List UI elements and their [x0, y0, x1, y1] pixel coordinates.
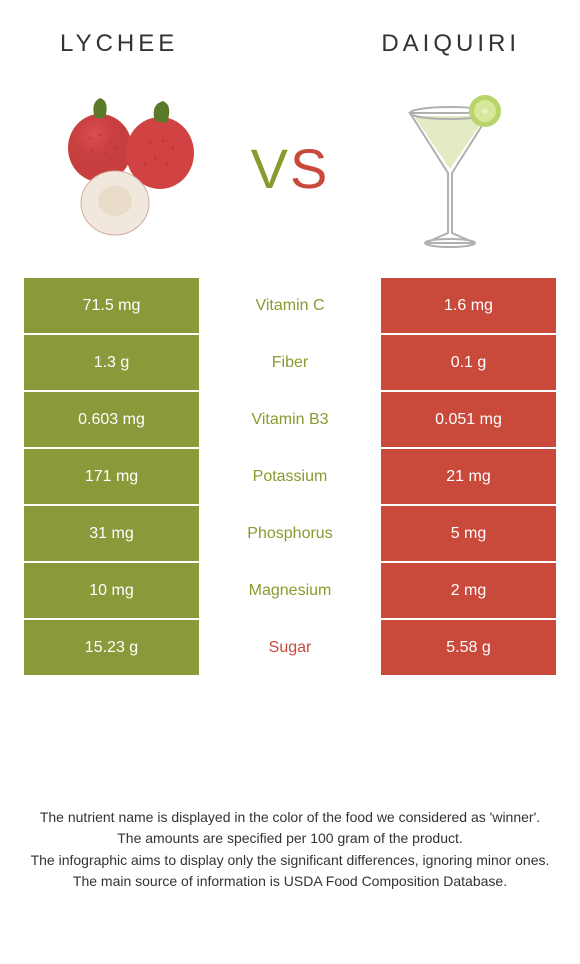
footer-line: The amounts are specified per 100 gram o…: [20, 829, 560, 849]
left-value-cell: 15.23 g: [24, 620, 199, 675]
left-value-cell: 0.603 mg: [24, 392, 199, 447]
nutrient-label-cell: Potassium: [199, 449, 381, 504]
images-row: VS: [0, 68, 580, 278]
left-value-cell: 171 mg: [24, 449, 199, 504]
nutrient-label-cell: Vitamin B3: [199, 392, 381, 447]
right-value-cell: 0.051 mg: [381, 392, 556, 447]
right-value-cell: 21 mg: [381, 449, 556, 504]
footer-notes: The nutrient name is displayed in the co…: [20, 808, 560, 894]
table-row: 31 mgPhosphorus5 mg: [24, 506, 556, 561]
table-row: 10 mgMagnesium2 mg: [24, 563, 556, 618]
vs-letter-s: S: [290, 137, 329, 200]
nutrient-label-cell: Vitamin C: [199, 278, 381, 333]
nutrient-label-cell: Fiber: [199, 335, 381, 390]
right-value-cell: 2 mg: [381, 563, 556, 618]
comparison-table: 71.5 mgVitamin C1.6 mg1.3 gFiber0.1 g0.6…: [24, 278, 556, 675]
lychee-image: [40, 88, 220, 248]
right-food-title: DAIQUIRI: [381, 30, 520, 58]
left-value-cell: 10 mg: [24, 563, 199, 618]
vs-label: VS: [251, 136, 330, 201]
right-value-cell: 5.58 g: [381, 620, 556, 675]
footer-line: The main source of information is USDA F…: [20, 872, 560, 892]
table-row: 1.3 gFiber0.1 g: [24, 335, 556, 390]
right-value-cell: 5 mg: [381, 506, 556, 561]
table-row: 171 mgPotassium21 mg: [24, 449, 556, 504]
left-value-cell: 31 mg: [24, 506, 199, 561]
left-value-cell: 1.3 g: [24, 335, 199, 390]
footer-line: The nutrient name is displayed in the co…: [20, 808, 560, 828]
right-value-cell: 1.6 mg: [381, 278, 556, 333]
table-row: 71.5 mgVitamin C1.6 mg: [24, 278, 556, 333]
table-row: 0.603 mgVitamin B30.051 mg: [24, 392, 556, 447]
table-row: 15.23 gSugar5.58 g: [24, 620, 556, 675]
nutrient-label-cell: Magnesium: [199, 563, 381, 618]
vs-letter-v: V: [251, 137, 290, 200]
left-value-cell: 71.5 mg: [24, 278, 199, 333]
nutrient-label-cell: Phosphorus: [199, 506, 381, 561]
footer-line: The infographic aims to display only the…: [20, 851, 560, 871]
left-food-title: LYCHEE: [60, 30, 178, 58]
right-value-cell: 0.1 g: [381, 335, 556, 390]
daiquiri-image: [360, 88, 540, 248]
nutrient-label-cell: Sugar: [199, 620, 381, 675]
header: LYCHEE DAIQUIRI: [0, 0, 580, 68]
